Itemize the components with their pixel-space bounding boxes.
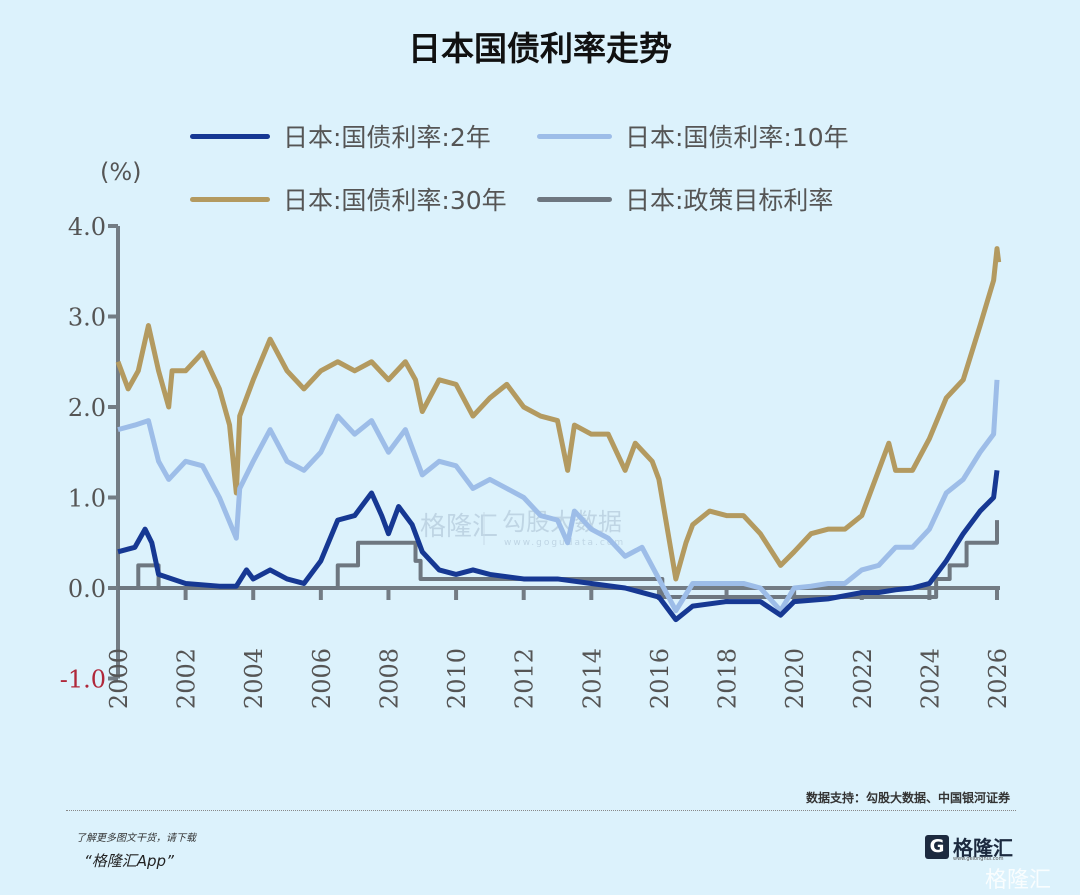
- x-tick-label: 2000: [105, 648, 133, 709]
- x-tick-label: 2010: [443, 648, 471, 709]
- legend-item-30y: 日本:国债利率:30年: [190, 181, 507, 217]
- data-source: 数据支持：勾股大数据、中国银河证券: [805, 791, 1010, 805]
- x-tick-label: 2026: [984, 648, 1012, 709]
- y-tick-label: 1.0: [68, 485, 106, 513]
- x-tick-label: 2002: [173, 648, 201, 709]
- logo-text: 格隆汇: [953, 836, 1013, 860]
- x-tick-label: 2022: [849, 648, 877, 709]
- logo-url: www.gelonghui.com: [953, 856, 1004, 862]
- series-line-30y: [115, 246, 1002, 582]
- legend-item-policy: 日本:政策目标利率: [537, 181, 833, 217]
- watermark-brand: 格隆汇: [420, 512, 498, 542]
- series-line-2y: [117, 470, 1000, 623]
- x-tick-label: 2006: [308, 648, 336, 709]
- corner-watermark: 格隆汇: [985, 868, 1052, 893]
- brand-logo: G 格隆汇 www.gelonghui.com: [925, 832, 1013, 862]
- legend-swatch: [537, 196, 612, 202]
- legend-item-10y: 日本:国债利率:10年: [537, 118, 849, 154]
- x-tick-label: 2020: [781, 648, 809, 709]
- watermark-url: www.gogudata.com: [504, 538, 625, 548]
- y-axis-unit: (%): [100, 158, 142, 186]
- x-tick-label: 2004: [240, 648, 268, 709]
- legend-swatch: [537, 133, 612, 139]
- y-tick-label: -1.0: [60, 666, 106, 694]
- legend-swatch: [190, 133, 270, 139]
- chart-title: 日本国债利率走势: [408, 29, 672, 68]
- y-tick-label: 0.0: [68, 575, 106, 603]
- legend-item-2y: 日本:国债利率:2年: [190, 118, 491, 154]
- watermark: 格隆汇 勾股大数据 www.gogudata.com: [420, 508, 625, 548]
- y-tick-label: 2.0: [68, 394, 106, 422]
- legend-swatch: [190, 196, 270, 202]
- legend-label: 日本:国债利率:10年: [625, 123, 849, 152]
- x-tick-label: 2018: [714, 648, 742, 709]
- chart-plot: 格隆汇 勾股大数据 www.gogudata.com 4.0 3.0 2.0 1.0 0…: [60, 213, 1012, 709]
- promo-text: 了解更多图文干货，请下载: [76, 833, 196, 844]
- divider: [66, 810, 1016, 811]
- y-tick-label: 4.0: [68, 213, 106, 241]
- series-line-10y: [117, 379, 1000, 614]
- x-tick-label: 2016: [646, 648, 674, 709]
- x-tick-label: 2008: [375, 648, 403, 709]
- series-line-policy: [118, 520, 999, 600]
- x-tick-label: 2014: [578, 648, 606, 709]
- legend-label: 日本:国债利率:30年: [283, 186, 507, 215]
- y-tick-label: 3.0: [68, 304, 106, 332]
- legend-label: 日本:政策目标利率: [625, 186, 834, 215]
- x-tick-label: 2024: [916, 648, 944, 709]
- x-tick-label: 2012: [511, 648, 539, 709]
- promo-app-name: “格隆汇App”: [84, 852, 174, 870]
- legend-label: 日本:国债利率:2年: [283, 123, 491, 152]
- logo-g-icon: G: [925, 834, 949, 859]
